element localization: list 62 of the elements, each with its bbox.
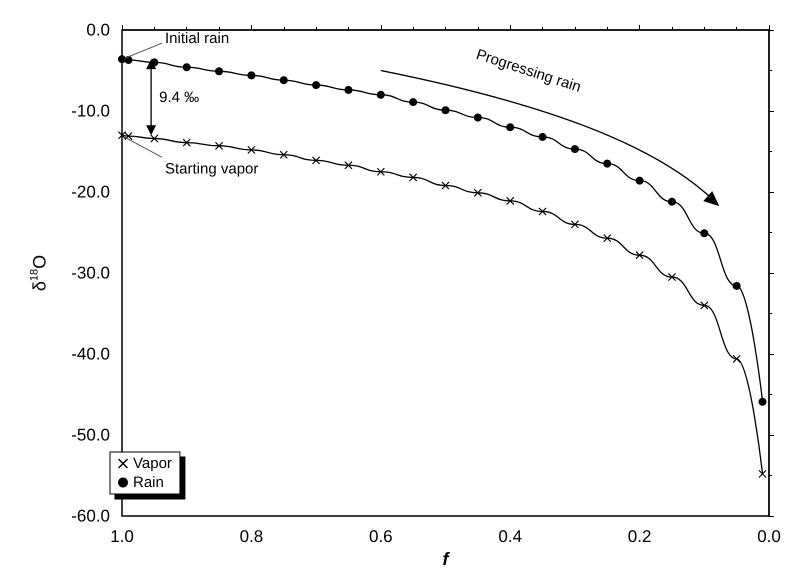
legend-label: Rain <box>133 474 164 491</box>
annotation: Initial rain <box>165 30 230 48</box>
point <box>312 81 320 90</box>
point <box>124 56 132 64</box>
point <box>280 76 288 84</box>
point <box>280 150 288 159</box>
point <box>732 282 741 290</box>
y-tick-label: -10.0 <box>71 102 110 120</box>
point <box>344 161 352 170</box>
point <box>506 196 514 205</box>
x-tick-label: 1.0 <box>110 527 134 546</box>
point <box>409 173 418 182</box>
point <box>758 398 767 406</box>
point <box>603 160 612 168</box>
point <box>150 134 158 143</box>
point <box>570 220 579 228</box>
point <box>247 71 256 80</box>
point <box>312 156 320 164</box>
annotation: 9.4 ‰ <box>159 89 200 106</box>
y-axis-title: δ18O <box>28 254 50 292</box>
point <box>474 188 482 197</box>
point <box>182 63 191 72</box>
y-tick-label: -60.0 <box>71 506 110 526</box>
point <box>700 301 708 310</box>
y-tick-label: -20.0 <box>71 182 110 202</box>
point <box>700 229 708 238</box>
legend-label: Vapor <box>133 455 172 472</box>
y-tick-label: -40.0 <box>71 344 110 364</box>
point <box>215 142 224 150</box>
point <box>409 98 418 106</box>
point <box>668 273 676 282</box>
annotation: Starting vapor <box>165 160 258 178</box>
x-tick-label: 0.0 <box>757 527 781 546</box>
point <box>442 182 450 190</box>
point <box>344 86 352 94</box>
y-tick-label: 0.0 <box>86 20 110 40</box>
point <box>758 470 767 478</box>
x-tick-label: 0.4 <box>498 527 522 546</box>
x-tick-label: 0.2 <box>628 527 652 546</box>
point <box>247 146 256 154</box>
point <box>636 176 644 185</box>
y-tick-label: -50.0 <box>71 426 110 444</box>
x-axis-title: f <box>442 549 450 569</box>
point <box>376 90 385 99</box>
y-tick-label: -30.0 <box>71 264 110 282</box>
point <box>570 145 579 154</box>
x-tick-label: 0.6 <box>368 527 393 546</box>
point <box>215 67 224 76</box>
point <box>538 132 547 141</box>
point <box>376 168 385 176</box>
point <box>118 131 126 140</box>
point <box>474 113 482 122</box>
point <box>442 106 450 114</box>
x-tick-label: 0.8 <box>240 527 264 546</box>
point <box>124 132 132 140</box>
point <box>182 138 191 147</box>
point <box>506 123 514 132</box>
point <box>538 207 547 216</box>
point <box>636 251 644 260</box>
point <box>732 354 741 363</box>
point <box>668 198 676 206</box>
point <box>603 234 612 242</box>
